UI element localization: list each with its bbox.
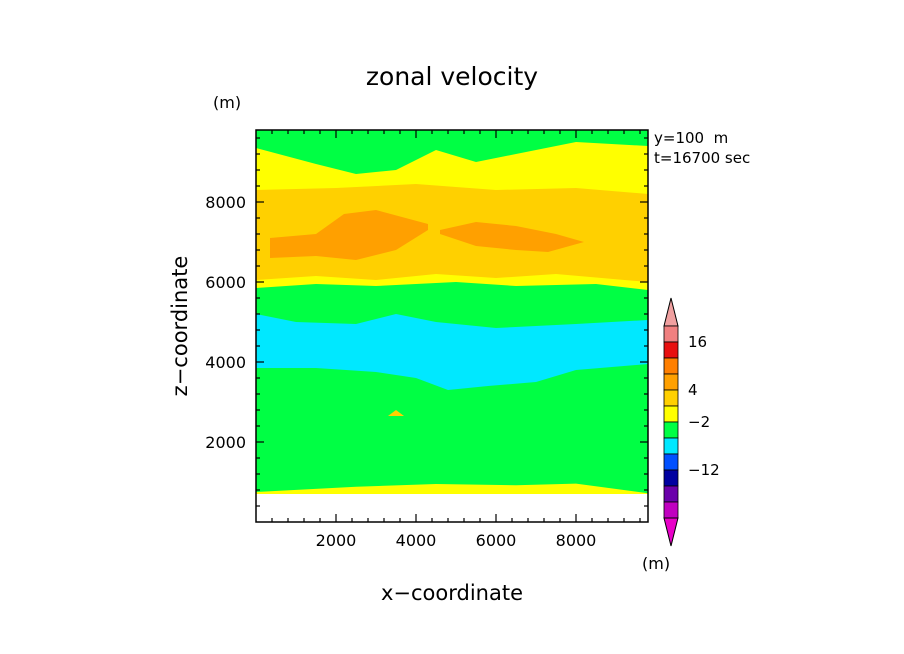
y-axis-label: z−coordinate bbox=[168, 256, 192, 397]
contour-region-green-2 bbox=[256, 130, 648, 174]
colorbar-band bbox=[663, 373, 679, 391]
y-tick-label: 2000 bbox=[205, 433, 246, 452]
colorbar-band bbox=[663, 501, 679, 519]
colorbar-tick-label: 4 bbox=[688, 381, 698, 399]
x-tick-label: 4000 bbox=[396, 531, 437, 550]
y-tick-label: 6000 bbox=[205, 273, 246, 292]
x-tick-label: 6000 bbox=[476, 531, 517, 550]
annotation-y-position: y=100 m bbox=[654, 129, 728, 147]
chart-title: zonal velocity bbox=[366, 62, 538, 91]
colorbar: 16 4 −2 −12 bbox=[663, 297, 720, 547]
colorbar-tick-label: −2 bbox=[688, 413, 710, 431]
colorbar-band bbox=[663, 469, 679, 487]
colorbar-band bbox=[663, 485, 679, 503]
contour-region-light-orange-7 bbox=[388, 410, 404, 416]
x-axis-label: x−coordinate bbox=[381, 581, 523, 605]
colorbar-tick-label: −12 bbox=[688, 461, 720, 479]
x-tick-label: 2000 bbox=[316, 531, 357, 550]
colorbar-band bbox=[663, 341, 679, 359]
colorbar-tick-label: 16 bbox=[688, 333, 707, 351]
colorbar-band bbox=[663, 453, 679, 471]
axes: 2000 4000 6000 8000 2000 4000 6000 8000 bbox=[205, 129, 649, 550]
x-tick-label: 8000 bbox=[556, 531, 597, 550]
colorbar-band bbox=[663, 325, 679, 343]
colorbar-band bbox=[663, 421, 679, 439]
colorbar-top-arrow bbox=[663, 297, 679, 327]
contour-region-orange-6 bbox=[440, 222, 584, 252]
plot-frame bbox=[255, 129, 649, 523]
y-tick-label: 8000 bbox=[205, 193, 246, 212]
colorbar-band bbox=[663, 389, 679, 407]
plot-area bbox=[256, 130, 648, 494]
y-tick-label: 4000 bbox=[205, 353, 246, 372]
contour-region-cyan-3 bbox=[256, 314, 648, 390]
colorbar-band bbox=[663, 437, 679, 455]
annotation-time: t=16700 sec bbox=[654, 149, 750, 167]
colorbar-band bbox=[663, 357, 679, 375]
colorbar-band bbox=[663, 405, 679, 423]
colorbar-unit: (m) bbox=[642, 554, 670, 573]
y-axis-unit: (m) bbox=[213, 93, 241, 112]
colorbar-bottom-arrow bbox=[663, 517, 679, 547]
contour-region-orange-5 bbox=[270, 210, 428, 260]
